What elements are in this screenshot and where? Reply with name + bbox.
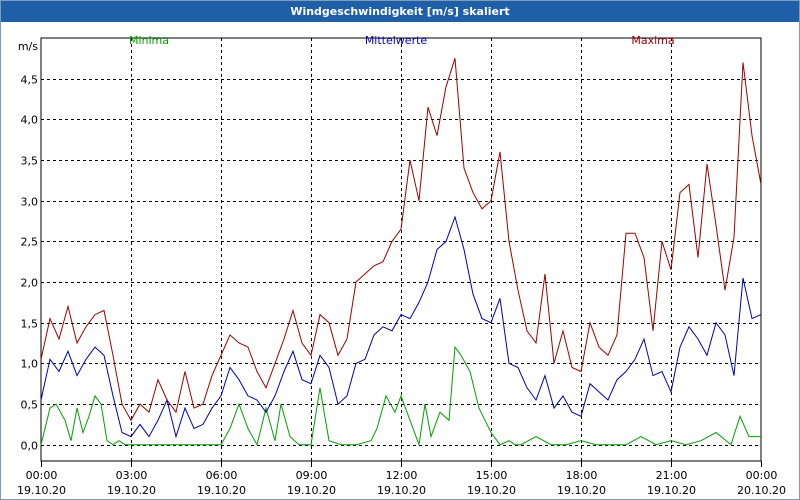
- x-tick-time: 12:00: [386, 469, 418, 482]
- legend-label-mittelwerte: Mittelwerte: [365, 34, 428, 47]
- y-tick-label: 3,5: [21, 155, 39, 168]
- legend-label-minima: Minima: [129, 34, 169, 47]
- chart-title: Windgeschwindigkeit [m/s] skaliert: [1, 1, 799, 22]
- x-tick-time: 15:00: [476, 469, 508, 482]
- chart-svg: 0,0 0,5 1,0 1,5 2,0 2,5 3,0 3,5 4,0 4,5 m/s 00:00 19…: [17, 34, 786, 497]
- x-tick-date: 19.10.20: [17, 484, 66, 497]
- x-tick-time: 09:00: [296, 469, 328, 482]
- legend-label-maxima: Maxima: [631, 34, 674, 47]
- grid: [41, 38, 761, 461]
- y-tick-label: 2,0: [21, 277, 39, 290]
- y-tick-label: 2,5: [21, 236, 39, 249]
- x-tick-time: 06:00: [206, 469, 238, 482]
- axes: 0,0 0,5 1,0 1,5 2,0 2,5 3,0 3,5 4,0 4,5 m/s 00:00 19…: [17, 37, 786, 497]
- x-tick-date: 19.10.20: [287, 484, 336, 497]
- x-tick-date: 20.10.20: [737, 484, 786, 497]
- x-tick-date: 19.10.20: [467, 484, 516, 497]
- x-tick-date: 19.10.20: [647, 484, 696, 497]
- x-tick-date: 19.10.20: [557, 484, 606, 497]
- x-tick-time: 21:00: [656, 469, 688, 482]
- y-tick-label: 1,0: [21, 358, 39, 371]
- y-axis-unit: m/s: [18, 40, 38, 53]
- y-tick-label: 3,0: [21, 196, 39, 209]
- x-tick-time: 03:00: [116, 469, 148, 482]
- series: [40, 58, 762, 447]
- x-tick-time: 18:00: [566, 469, 598, 482]
- x-tick-date: 19.10.20: [197, 484, 246, 497]
- y-tick-label: 1,5: [21, 318, 39, 331]
- series-line-minima: [40, 345, 761, 447]
- x-tick-date: 19.10.20: [377, 484, 426, 497]
- y-tick-label: 0,5: [21, 399, 39, 412]
- y-tick-label: 4,5: [21, 74, 39, 87]
- y-tick-label: 4,0: [21, 114, 39, 127]
- x-tick-time: 00:00: [746, 469, 778, 482]
- series-line-maxima: [40, 58, 762, 422]
- series-line-mittelwerte: [40, 215, 762, 439]
- y-tick-label: 0,0: [21, 440, 39, 453]
- x-tick-time: 00:00: [26, 469, 58, 482]
- legend: Minima Mittelwerte Maxima: [129, 34, 675, 47]
- x-tick-date: 19.10.20: [107, 484, 156, 497]
